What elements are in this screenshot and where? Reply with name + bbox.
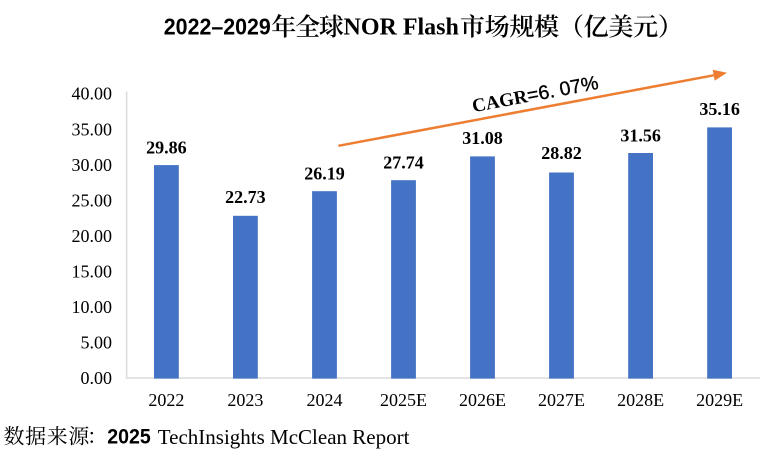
svg-text:2026E: 2026E	[459, 390, 506, 410]
svg-text:NOR Flash: NOR Flash	[344, 15, 459, 41]
svg-text:22.73: 22.73	[225, 187, 266, 207]
svg-text:2024: 2024	[307, 390, 343, 410]
svg-text:2029E: 2029E	[696, 390, 743, 410]
svg-text:40.00: 40.00	[72, 84, 113, 104]
svg-text:25.00: 25.00	[72, 190, 113, 210]
svg-text:5.00: 5.00	[81, 333, 113, 353]
svg-text:2027E: 2027E	[538, 390, 585, 410]
svg-text:31.08: 31.08	[462, 128, 503, 148]
svg-text:10.00: 10.00	[72, 297, 113, 317]
svg-text:30.00: 30.00	[72, 155, 113, 175]
svg-text:20.00: 20.00	[72, 226, 113, 246]
svg-text:27.74: 27.74	[383, 152, 424, 172]
svg-text:15.00: 15.00	[72, 262, 113, 282]
svg-text:2022–2029: 2022–2029	[164, 14, 271, 40]
svg-text:0.00: 0.00	[81, 368, 113, 388]
svg-text:31.56: 31.56	[620, 126, 661, 146]
svg-text:26.19: 26.19	[304, 164, 345, 184]
svg-text:2022: 2022	[148, 390, 184, 410]
svg-text:28.82: 28.82	[541, 143, 582, 163]
svg-text:35.16: 35.16	[699, 99, 740, 119]
svg-text:2023: 2023	[227, 390, 263, 410]
svg-text:35.00: 35.00	[72, 119, 113, 139]
svg-text:TechInsights McClean Report: TechInsights McClean Report	[158, 425, 410, 449]
svg-text:2025: 2025	[107, 425, 151, 448]
svg-text:2025E: 2025E	[380, 390, 427, 410]
svg-text:29.86: 29.86	[146, 138, 187, 158]
svg-text:2028E: 2028E	[617, 390, 664, 410]
